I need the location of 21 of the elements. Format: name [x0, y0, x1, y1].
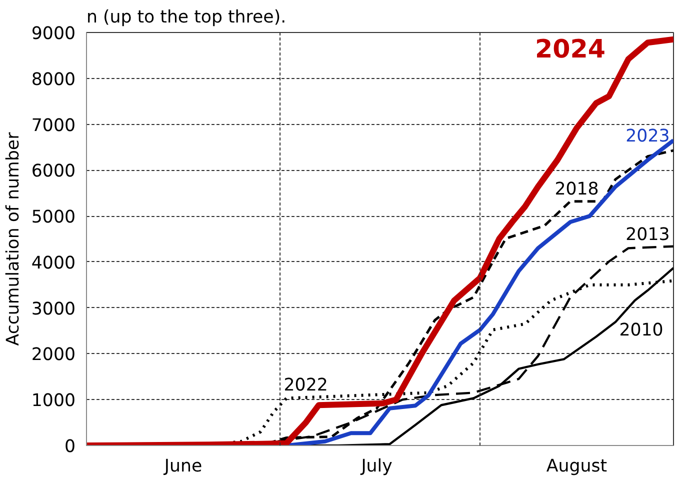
series-label: 2018 [554, 179, 599, 200]
y-tick-label: 8000 [31, 70, 76, 90]
y-axis-title: Accumulation of number [3, 131, 24, 346]
x-tick-label: July [360, 456, 392, 476]
y-tick-label: 4000 [31, 253, 76, 274]
y-tick-label: 3000 [31, 299, 76, 320]
chart-title: n (up to the top three). [86, 8, 286, 28]
y-tick-label: 7000 [31, 116, 76, 136]
y-tick-label: 5000 [31, 208, 76, 228]
series-label: 2024 [535, 34, 606, 64]
y-tick-label: 9000 [31, 24, 76, 44]
y-tick-label: 2000 [31, 345, 76, 366]
series-label: 2022 [284, 375, 328, 396]
series-label: 2023 [626, 126, 670, 147]
y-tick-label: 1000 [31, 391, 76, 412]
y-tick-label: 6000 [31, 162, 76, 182]
series-label: 2013 [626, 224, 670, 245]
series-label: 2010 [619, 320, 664, 340]
y-tick-label: 0 [64, 437, 76, 457]
x-tick-label: June [163, 456, 202, 476]
x-tick-label: August [546, 456, 608, 476]
